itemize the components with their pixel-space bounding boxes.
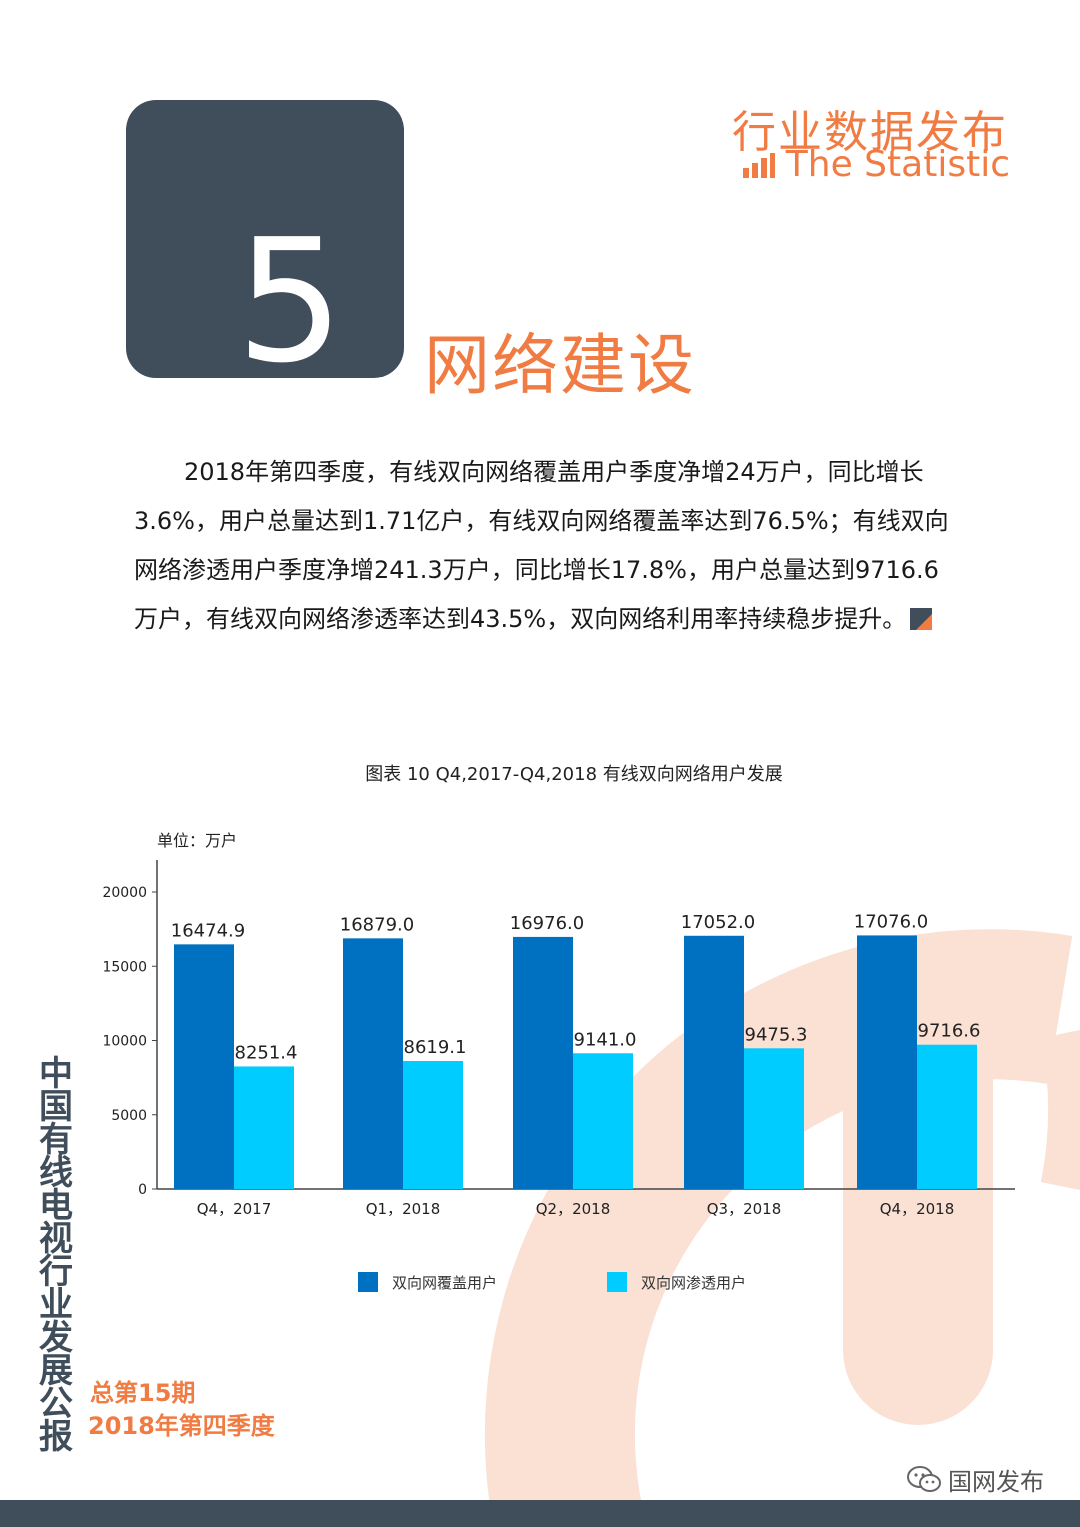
legend-label: 双向网渗透用户	[641, 1274, 746, 1292]
data-label: 17052.0	[681, 912, 755, 933]
bar-penetration	[234, 1066, 294, 1189]
x-tick-label: Q2，2018	[536, 1200, 611, 1218]
body-paragraph: 2018年第四季度，有线双向网络覆盖用户季度净增24万户，同比增长3.6%，用户…	[134, 448, 956, 644]
bar-coverage	[174, 944, 234, 1189]
y-tick-label: 20000	[102, 885, 147, 901]
watermark-text: 国网发布	[948, 1468, 1044, 1496]
wechat-icon	[907, 1465, 941, 1492]
bar-chart: 单位：万户 0 5000 10000 15000 20000 16474.9 8251.4 Q4…	[102, 831, 1015, 1292]
data-label: 9716.6	[918, 1021, 981, 1042]
y-tick-label: 5000	[111, 1108, 147, 1124]
brand-title-en: The Statistic	[742, 144, 1010, 185]
section-number: 5	[235, 203, 345, 401]
data-label: 9475.3	[745, 1024, 808, 1045]
brand-title-cn: 行业数据发布	[732, 107, 1008, 158]
bar-coverage	[684, 935, 744, 1189]
data-label: 16976.0	[510, 913, 584, 934]
data-label: 16879.0	[340, 914, 414, 935]
y-tick-label: 15000	[102, 959, 147, 975]
bar-coverage	[513, 936, 573, 1189]
bar-penetration	[917, 1044, 977, 1189]
y-tick-label: 0	[138, 1182, 147, 1198]
x-tick-label: Q4，2018	[880, 1200, 955, 1218]
bar-coverage	[857, 935, 917, 1189]
bar-chart-icon	[742, 152, 775, 178]
bar-penetration	[573, 1053, 633, 1189]
issue-number: 总第15期	[90, 1379, 196, 1407]
data-label: 17076.0	[854, 911, 928, 932]
brand-en-text: The Statistic	[785, 144, 1010, 185]
chart-caption: 图表 10 Q4,2017-Q4,2018 有线双向网络用户发展	[365, 764, 783, 785]
body-paragraph-text: 2018年第四季度，有线双向网络覆盖用户季度净增24万户，同比增长3.6%，用户…	[134, 458, 949, 633]
data-label: 9141.0	[574, 1029, 637, 1050]
bar-penetration	[403, 1061, 463, 1189]
vertical-report-title: 中国有线电视行业发展公报	[39, 1054, 73, 1457]
data-label: 16474.9	[171, 920, 245, 941]
footer-bar	[0, 1500, 1080, 1527]
legend-swatch	[607, 1272, 627, 1292]
bar-penetration	[744, 1048, 804, 1189]
watermark: 国网发布	[906, 1462, 1044, 1497]
bar-coverage	[343, 938, 403, 1189]
legend-swatch	[358, 1272, 378, 1292]
section-number-box	[126, 100, 404, 378]
x-tick-label: Q4，2017	[197, 1200, 272, 1218]
data-label: 8251.4	[235, 1042, 298, 1063]
y-unit-label: 单位：万户	[157, 831, 237, 850]
section-title: 网络建设	[424, 327, 696, 404]
issue-period: 2018年第四季度	[88, 1412, 275, 1440]
y-tick-label: 10000	[102, 1034, 147, 1050]
x-tick-label: Q1，2018	[366, 1200, 441, 1218]
x-tick-label: Q3，2018	[707, 1200, 782, 1218]
data-label: 8619.1	[404, 1037, 467, 1058]
legend-label: 双向网覆盖用户	[392, 1274, 497, 1292]
corner-mark-icon	[910, 608, 933, 630]
